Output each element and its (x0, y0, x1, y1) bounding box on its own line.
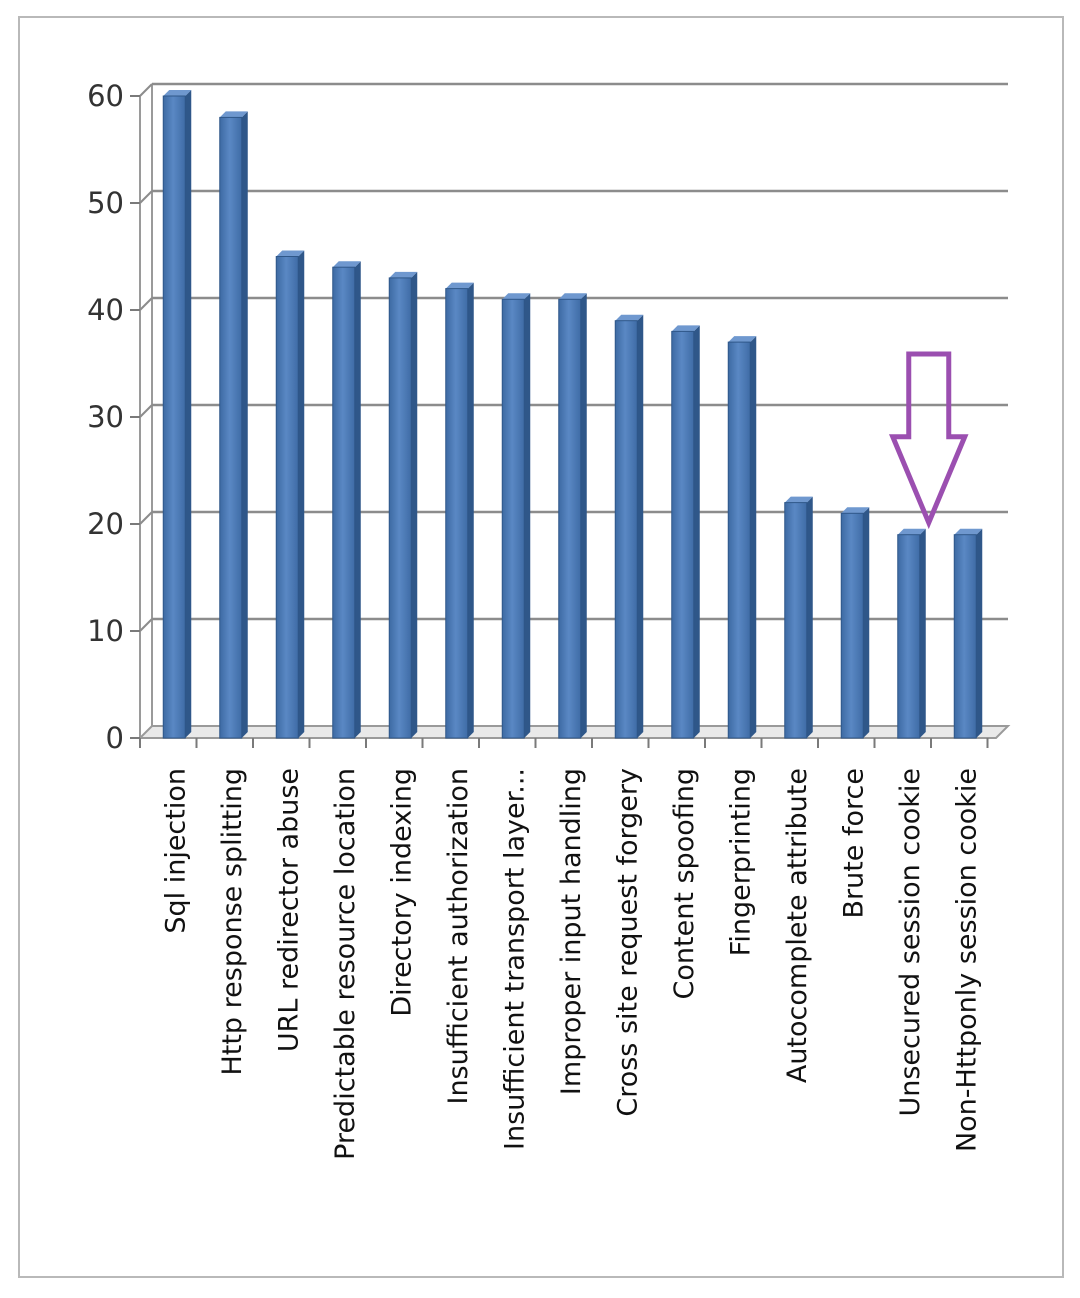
x-category-label: Predictable resource location (330, 768, 361, 1160)
y-tick-label: 0 (106, 721, 124, 755)
y-tick-label: 40 (87, 293, 124, 327)
down-arrow-icon (888, 351, 969, 530)
y-tick-label: 20 (87, 507, 124, 541)
x-category-label: Unsecured session cookie (895, 768, 926, 1117)
x-category-label: Brute force (838, 768, 869, 919)
bar (162, 90, 192, 739)
gridline-diag (139, 511, 153, 525)
gridline-diag (139, 83, 153, 97)
bar (388, 271, 418, 739)
x-axis-labels: Sql injection Http response splitting URL … (160, 768, 982, 1160)
x-category-label: Content spoofing (669, 768, 700, 999)
bar (784, 496, 813, 739)
bar (501, 293, 531, 739)
bar (727, 336, 757, 739)
x-category-label: Cross site request forgery (612, 768, 643, 1117)
bar (275, 250, 305, 739)
bar (219, 111, 248, 739)
x-category-label: Insufficient transport layer... (499, 768, 530, 1150)
gridline-diag (139, 618, 153, 632)
bars (162, 90, 983, 739)
x-category-label: Improper input handling (556, 768, 587, 1095)
y-tick-label: 50 (87, 186, 124, 220)
y-tick-label: 30 (87, 400, 124, 434)
y-tick-label: 10 (87, 614, 124, 648)
y-axis-ticks: 0 10 20 30 40 50 60 (87, 79, 989, 755)
x-category-label: Non-Httponly session cookie (951, 768, 982, 1152)
bar (445, 282, 474, 739)
x-category-label: Http response splitting (217, 768, 248, 1076)
bar (897, 528, 926, 739)
gridline-diag (139, 404, 153, 418)
bar (840, 507, 870, 739)
x-category-label: Fingerprinting (725, 768, 756, 956)
x-category-label: URL redirector abuse (273, 768, 304, 1052)
y-tick-label: 60 (87, 79, 124, 113)
bar (558, 293, 587, 739)
bar (953, 528, 983, 739)
bar (332, 261, 361, 739)
x-category-label: Autocomplete attribute (782, 768, 813, 1083)
gridline-diag (139, 297, 153, 311)
bar-chart: 0 10 20 30 40 50 60 Sql injection Http response… (87, 79, 1011, 1160)
x-category-label: Insufficient authorization (443, 768, 474, 1105)
bar (671, 325, 700, 739)
annotation-arrow (888, 351, 969, 530)
x-category-label: Sql injection (160, 768, 191, 934)
x-category-label: Directory indexing (386, 768, 417, 1017)
gridline-diag (139, 190, 153, 204)
chart-frame: 0 10 20 30 40 50 60 Sql injection Http response… (18, 16, 1064, 1278)
bar (614, 314, 644, 739)
